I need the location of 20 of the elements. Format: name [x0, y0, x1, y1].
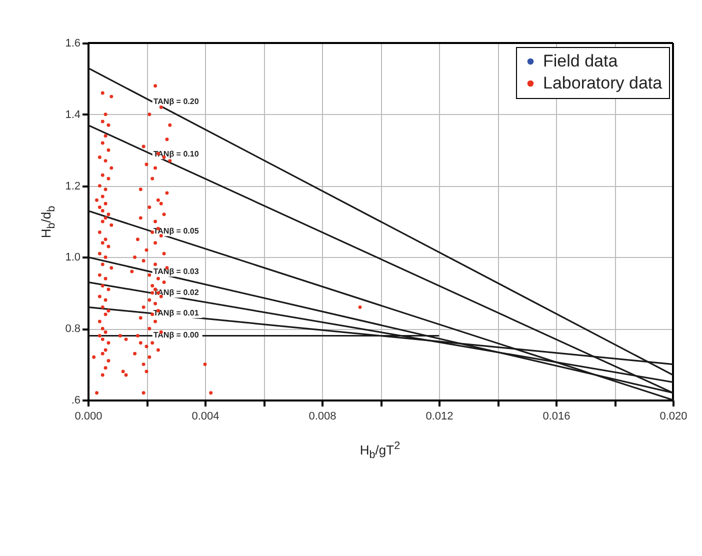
x-axis-title: H$_{b}$/gT$^{2}$ — [360, 440, 400, 461]
y-tick-label: 1.6 — [65, 38, 80, 50]
y-tick-label: 1.4 — [65, 108, 80, 121]
x-tick-label: 0.000 — [74, 410, 102, 422]
y-tick-label: 1.2 — [65, 180, 80, 192]
x-tick-label: 0.008 — [308, 410, 336, 422]
y-tick-label: .6 — [71, 394, 80, 406]
y-tick-label: 0.8 — [65, 323, 80, 336]
y-tick-label: 1.0 — [65, 252, 80, 264]
legend-label: Laboratory data — [543, 74, 663, 92]
series-label: TANβ = 0.00 — [153, 330, 200, 340]
series-label: TANβ = 0.20 — [153, 96, 200, 106]
legend-label: Field data — [543, 52, 618, 70]
x-tick-label: 0.016 — [542, 410, 570, 422]
series-label: TANβ = 0.03 — [153, 267, 200, 276]
x-tick-label: 0.012 — [426, 410, 454, 422]
x-tick-label: 0.020 — [660, 410, 688, 422]
series-label: TANβ = 0.01 — [153, 308, 200, 318]
x-tick-label: 0.004 — [192, 410, 220, 422]
series-label: TANβ = 0.05 — [153, 226, 200, 236]
